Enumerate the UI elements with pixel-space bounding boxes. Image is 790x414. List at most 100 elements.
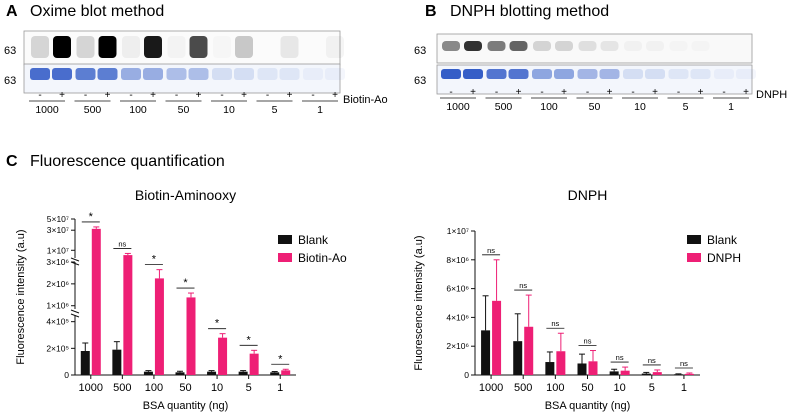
- coomassie-band: [279, 68, 300, 80]
- coomassie-band: [532, 69, 552, 79]
- legend-label: DNPH: [707, 251, 741, 265]
- significance-label: ns: [118, 239, 126, 248]
- panel-a-row-label-2: 63: [4, 75, 16, 87]
- lane-minus-label: -: [586, 87, 589, 98]
- lane-plus-label: +: [241, 90, 247, 101]
- western-band: [578, 41, 597, 51]
- bar-dnph: [524, 326, 534, 375]
- legend-swatch: [278, 235, 292, 244]
- panel-c-title: Fluorescence quantification: [30, 153, 225, 170]
- western-band: [442, 41, 460, 51]
- chart-title: Biotin-Aminooxy: [135, 187, 236, 203]
- bar-dnph: [652, 372, 662, 375]
- western-band: [31, 36, 49, 58]
- x-tick-label: 5: [649, 382, 655, 394]
- significance-label: ns: [616, 353, 624, 362]
- bar-biotin-ao: [91, 228, 101, 375]
- bar-biotin-ao: [186, 297, 196, 375]
- bar-blank: [673, 374, 683, 375]
- lane-plus-label: +: [150, 90, 156, 101]
- coomassie-band: [599, 69, 620, 79]
- lane-minus-label: -: [84, 90, 87, 101]
- x-tick-label: 10: [211, 382, 223, 394]
- bar-biotin-ao: [218, 337, 228, 375]
- lane-quantity-label: 100: [129, 104, 147, 116]
- x-tick-label: 1: [681, 382, 687, 394]
- bar-blank: [112, 349, 122, 375]
- lane-quantity-label: 50: [178, 104, 190, 116]
- bar-blank: [207, 371, 217, 375]
- western-band: [280, 36, 299, 58]
- y-tick-label: 8×10⁶: [446, 255, 469, 265]
- y-tick-label: 2×10⁶: [446, 341, 469, 351]
- coomassie-band: [121, 68, 141, 80]
- bar-biotin-ao: [281, 370, 291, 375]
- coomassie-band: [463, 69, 483, 79]
- panel-b-row-label-2: 63: [414, 75, 426, 87]
- lane-quantity-label: 10: [634, 101, 646, 113]
- lane-minus-label: -: [220, 90, 223, 101]
- y-tick-label: 2×10⁶: [46, 279, 69, 289]
- y-tick-label: 0: [64, 370, 69, 380]
- y-tick-label: 3×10⁷: [47, 225, 69, 235]
- x-tick-label: 1000: [79, 382, 103, 394]
- western-band: [144, 36, 162, 58]
- bar-blank: [609, 371, 619, 375]
- y-tick-label: 4×10⁵: [46, 317, 69, 327]
- bar-blank: [545, 362, 555, 375]
- bar-dnph: [684, 373, 694, 375]
- western-band: [53, 36, 71, 58]
- panel-a-western-blot: [23, 30, 341, 66]
- lane-plus-label: +: [59, 90, 65, 101]
- coomassie-band: [212, 68, 232, 80]
- bar-blank: [577, 363, 587, 375]
- bar-dnph: [588, 361, 598, 375]
- lane-quantity-label: 5: [683, 101, 689, 113]
- x-tick-label: 10: [614, 382, 626, 394]
- panel-b-reagent-label: DNPH: [756, 89, 787, 101]
- y-tick-label: 1×10⁷: [447, 226, 469, 236]
- x-tick-label: 500: [113, 382, 131, 394]
- x-tick-label: 5: [246, 382, 252, 394]
- lane-minus-label: -: [175, 90, 178, 101]
- y-tick-label: 1×10⁷: [47, 245, 69, 255]
- bar-dnph: [556, 351, 566, 375]
- significance-label: *: [278, 353, 283, 365]
- y-tick-label: 4×10⁶: [446, 312, 469, 322]
- lane-minus-label: -: [677, 87, 680, 98]
- western-band: [464, 41, 482, 51]
- legend-swatch: [687, 235, 701, 244]
- axis-break-mark: [70, 309, 80, 314]
- significance-label: ns: [648, 356, 656, 365]
- x-axis-label: BSA quantity (ng): [143, 400, 229, 412]
- bar-dnph: [492, 300, 502, 375]
- panel-a-row-label-1: 63: [4, 45, 16, 57]
- lane-minus-label: -: [311, 90, 314, 101]
- panel-a-letter: A: [6, 3, 18, 20]
- coomassie-band: [75, 68, 96, 80]
- bar-blank: [80, 351, 90, 375]
- significance-label: *: [152, 254, 157, 266]
- lane-minus-label: -: [722, 87, 725, 98]
- lane-plus-label: +: [105, 90, 111, 101]
- significance-label: ns: [680, 359, 688, 368]
- bar-blank: [270, 372, 280, 375]
- lane-minus-label: -: [495, 87, 498, 98]
- x-tick-label: 100: [546, 382, 564, 394]
- coomassie-band: [577, 69, 598, 79]
- bar-biotin-ao: [123, 255, 133, 375]
- panel-a-reagent-label: Biotin-Ao: [343, 94, 388, 106]
- lane-minus-label: -: [631, 87, 634, 98]
- lane-minus-label: -: [266, 90, 269, 101]
- western-band: [122, 36, 140, 58]
- lane-quantity-label: 500: [495, 101, 513, 113]
- legend-swatch: [687, 253, 701, 262]
- significance-label: *: [215, 318, 220, 330]
- lane-minus-label: -: [540, 87, 543, 98]
- coomassie-band: [486, 69, 507, 79]
- y-tick-label: 6×10⁶: [446, 284, 469, 294]
- lane-minus-label: -: [38, 90, 41, 101]
- significance-label: ns: [487, 246, 495, 255]
- western-band: [670, 41, 688, 51]
- coomassie-band: [441, 69, 461, 79]
